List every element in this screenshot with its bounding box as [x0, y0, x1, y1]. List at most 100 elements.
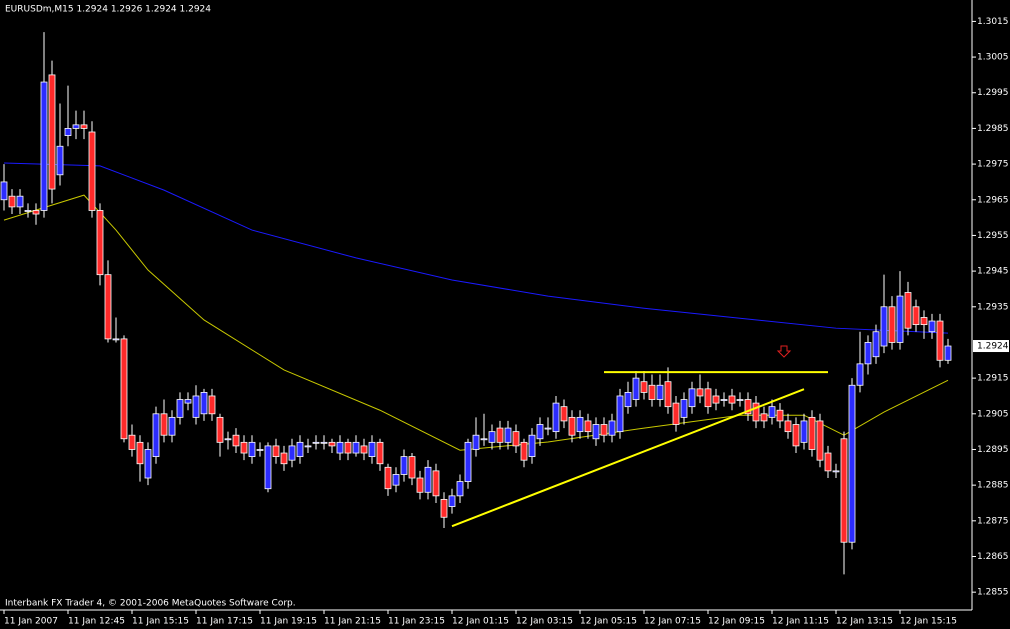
- candle-body: [504, 427, 512, 443]
- candle-body: [144, 449, 152, 479]
- y-tick-label: 1.2985: [977, 124, 1009, 134]
- y-tick-label: 1.2905: [977, 409, 1009, 419]
- candle-body: [872, 331, 880, 358]
- candle-body: [728, 395, 736, 404]
- y-tick-label: 1.2915: [977, 374, 1009, 384]
- candle-body: [816, 420, 824, 461]
- candle-body: [552, 402, 560, 433]
- candle-body: [752, 402, 760, 422]
- candle-body: [264, 445, 272, 490]
- candle-body: [8, 195, 16, 208]
- candle-body: [608, 420, 616, 436]
- y-tick-label: 1.2975: [977, 160, 1009, 170]
- candle-body: [312, 441, 320, 444]
- candle-body: [192, 395, 200, 418]
- y-tick-label: 1.2865: [977, 552, 1009, 562]
- x-tick-label: 12 Jan 05:15: [580, 617, 637, 627]
- candle-body: [904, 292, 912, 329]
- candle-body: [272, 445, 280, 458]
- candle-body: [216, 416, 224, 443]
- candle-body: [840, 438, 848, 543]
- candle-body: [440, 499, 448, 518]
- x-tick-label: 12 Jan 03:15: [516, 617, 573, 627]
- candle-body: [712, 395, 720, 404]
- candle-body: [368, 441, 376, 458]
- candle-body: [912, 306, 920, 326]
- candle-body: [736, 399, 744, 401]
- candle-body: [680, 399, 688, 418]
- y-tick-label: 1.2935: [977, 302, 1009, 312]
- candle-body: [392, 474, 400, 486]
- y-tick-label: 1.2875: [977, 516, 1009, 526]
- candle-body: [520, 441, 528, 461]
- x-tick-label: 11 Jan 23:15: [388, 617, 445, 627]
- candle-body: [344, 441, 352, 454]
- x-tick-label: 11 Jan 17:15: [196, 617, 253, 627]
- candle-body: [40, 81, 48, 211]
- candle-body: [856, 363, 864, 386]
- candle-body: [248, 441, 256, 458]
- candle-body: [136, 441, 144, 465]
- y-tick-label: 1.2895: [977, 445, 1009, 455]
- candle-body: [400, 456, 408, 475]
- candle-body: [584, 420, 592, 433]
- candle-body: [424, 466, 432, 493]
- candle-body: [328, 441, 336, 447]
- candle-body: [120, 338, 128, 440]
- candle-body: [920, 317, 928, 326]
- candle-body: [16, 195, 24, 208]
- candle-body: [784, 420, 792, 433]
- x-tick-label: 12 Jan 01:15: [452, 617, 509, 627]
- candle-body: [128, 434, 136, 450]
- candle-body: [152, 413, 160, 458]
- candle-body: [480, 438, 488, 441]
- candle-body: [560, 406, 568, 422]
- x-tick-label: 12 Jan 09:15: [708, 617, 765, 627]
- candle-body: [744, 399, 752, 415]
- candle-body: [640, 381, 648, 393]
- candle-body: [704, 388, 712, 408]
- candle-body: [944, 345, 952, 361]
- candle-body: [408, 456, 416, 479]
- y-tick-label: 1.3005: [977, 53, 1009, 63]
- candle-body: [64, 128, 72, 136]
- candle-body: [536, 424, 544, 440]
- x-tick-label: 11 Jan 12:45: [68, 617, 125, 627]
- candle-body: [632, 377, 640, 400]
- x-tick-label: 11 Jan 19:15: [260, 617, 317, 627]
- candle-body: [664, 381, 672, 408]
- candle-body: [656, 384, 664, 400]
- x-tick-label: 11 Jan 15:15: [132, 617, 189, 627]
- candle-body: [320, 441, 328, 444]
- candle-body: [688, 388, 696, 408]
- candle-body: [896, 295, 904, 343]
- candle-body: [776, 409, 784, 422]
- candle-body: [168, 416, 176, 436]
- candle-body: [864, 342, 872, 365]
- candle-body: [888, 306, 896, 343]
- x-tick-label: 11 Jan 2007: [4, 617, 58, 627]
- candle-body: [472, 434, 480, 450]
- candle-body: [32, 210, 40, 215]
- candle-body: [464, 441, 472, 482]
- candle-body: [232, 434, 240, 447]
- candle-body: [112, 338, 120, 341]
- candle-body: [24, 210, 32, 212]
- last-price-label: 1.2924: [977, 342, 1009, 352]
- candle-body: [200, 391, 208, 415]
- y-tick-label: 1.2995: [977, 88, 1009, 98]
- candle-body: [448, 495, 456, 507]
- x-tick-label: 12 Jan 11:15: [772, 617, 829, 627]
- candle-body: [808, 416, 816, 450]
- moving-average: [3, 162, 949, 334]
- candle-body: [72, 124, 80, 129]
- candle-body: [496, 427, 504, 443]
- candle-body: [592, 424, 600, 440]
- candle-body: [96, 210, 104, 276]
- sell-arrow: [776, 345, 792, 358]
- candle-body: [456, 481, 464, 497]
- candle-body: [488, 431, 496, 443]
- candle-body: [832, 470, 840, 473]
